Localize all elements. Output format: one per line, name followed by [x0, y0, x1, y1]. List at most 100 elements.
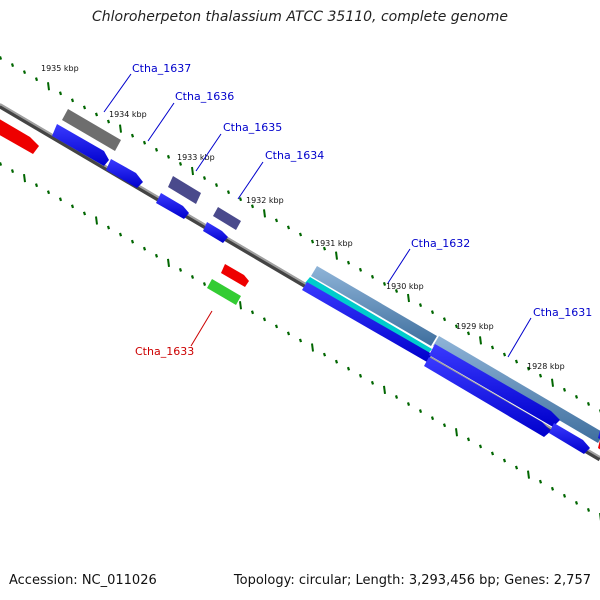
minor-tick: [574, 500, 579, 505]
minor-tick: [118, 232, 123, 237]
minor-tick: [46, 190, 51, 195]
minor-tick: [574, 394, 579, 399]
minor-tick: [166, 154, 171, 159]
major-tick: [407, 293, 410, 303]
feature-cds-lower-b: [549, 423, 590, 454]
label-leaders: [103, 73, 532, 358]
tick-label: 1934 kbp: [109, 110, 147, 119]
minor-tick: [10, 63, 15, 67]
feature-ctha-1636-cds: [106, 159, 143, 188]
leader-ctha-1636: [147, 102, 175, 142]
gene-label-ctha-1632[interactable]: Ctha_1632: [411, 237, 470, 250]
minor-tick: [190, 275, 195, 279]
minor-tick: [250, 310, 255, 315]
minor-tick: [286, 225, 291, 230]
accession-text: Accession: NC_011026: [9, 573, 157, 588]
genome-summary-text: Topology: circular; Length: 3,293,456 bp…: [233, 573, 591, 588]
tick-labels: 1935 kbp 1934 kbp 1933 kbp 1932 kbp 1931…: [41, 64, 565, 371]
minor-tick: [82, 211, 87, 216]
tick-label: 1929 kbp: [456, 322, 494, 331]
minor-tick: [430, 416, 435, 421]
major-tick: [551, 378, 554, 387]
minor-tick: [346, 260, 351, 265]
feature-ctha-1633-red: [221, 264, 249, 287]
tick-label: 1931 kbp: [315, 239, 353, 248]
minor-tick: [0, 56, 3, 60]
minor-tick: [502, 458, 507, 463]
minor-tick: [334, 359, 339, 364]
minor-tick: [322, 246, 327, 251]
tick-label: 1933 kbp: [177, 153, 215, 162]
gene-label-ctha-1634[interactable]: Ctha_1634: [265, 149, 324, 162]
gene-label-ctha-1637[interactable]: Ctha_1637: [132, 62, 191, 75]
minor-tick: [298, 338, 303, 343]
minor-tick: [526, 366, 531, 371]
minor-tick: [274, 324, 279, 329]
gene-label-ctha-1633[interactable]: Ctha_1633: [135, 345, 194, 358]
minor-tick: [298, 232, 303, 237]
minor-tick: [370, 380, 375, 385]
leader-ctha-1634: [237, 161, 264, 200]
minor-tick: [502, 352, 507, 357]
feature-ctha-1635-purple: [168, 176, 201, 204]
feature-red-left: [0, 119, 39, 154]
feature-ctha-1634-purple: [213, 207, 241, 230]
feature-ctha-1632-cyan: [305, 277, 432, 355]
minor-tick: [130, 239, 135, 244]
minor-tick: [514, 359, 519, 364]
minor-tick: [562, 493, 567, 498]
tick-label: 1932 kbp: [246, 196, 284, 205]
minor-tick: [154, 147, 159, 152]
minor-tick: [154, 253, 159, 258]
leader-ctha-1633: [190, 310, 213, 347]
minor-tick: [382, 281, 387, 286]
minor-tick: [322, 352, 327, 357]
minor-tick: [94, 112, 99, 117]
gene-label-ctha-1635[interactable]: Ctha_1635: [223, 121, 282, 134]
minor-tick: [142, 246, 147, 251]
gene-label-ctha-1631[interactable]: Ctha_1631: [533, 306, 592, 319]
minor-tick: [82, 105, 87, 110]
minor-tick: [358, 373, 363, 378]
feature-cds-lower-a: [424, 357, 551, 437]
minor-tick: [538, 479, 543, 484]
tick-label: 1930 kbp: [386, 282, 424, 291]
minor-tick: [442, 317, 447, 322]
minor-tick: [142, 140, 147, 145]
feature-ctha-1632-steel: [311, 266, 437, 346]
major-tick: [239, 301, 242, 310]
leader-ctha-1631: [507, 317, 532, 358]
minor-tick: [358, 267, 363, 272]
tick-label: 1935 kbp: [41, 64, 79, 73]
minor-tick: [202, 282, 207, 286]
minor-tick: [346, 366, 351, 371]
minor-tick: [418, 409, 423, 414]
minor-tick: [418, 303, 423, 308]
major-tick: [479, 336, 482, 345]
minor-tick: [478, 444, 483, 449]
gene-features: [0, 109, 600, 454]
minor-tick: [466, 331, 471, 336]
major-tick: [95, 216, 98, 225]
major-tick: [383, 385, 386, 395]
major-tick: [167, 258, 170, 267]
major-tick: [191, 166, 194, 176]
minor-tick: [226, 190, 231, 195]
minor-tick: [442, 423, 447, 428]
minor-tick: [586, 402, 591, 406]
feature-ctha-1637-gray: [62, 109, 121, 151]
major-tick: [455, 428, 458, 437]
minor-tick: [178, 161, 183, 166]
minor-tick: [454, 324, 459, 329]
minor-tick: [490, 345, 495, 350]
minor-tick: [178, 267, 183, 272]
minor-tick: [10, 169, 15, 173]
minor-tick: [238, 197, 243, 202]
gene-label-ctha-1636[interactable]: Ctha_1636: [175, 90, 234, 103]
minor-tick: [286, 331, 291, 336]
minor-tick: [34, 77, 39, 82]
feature-ctha-1631-cds: [429, 344, 560, 427]
leader-ctha-1635: [195, 133, 222, 172]
minor-tick: [214, 183, 219, 188]
